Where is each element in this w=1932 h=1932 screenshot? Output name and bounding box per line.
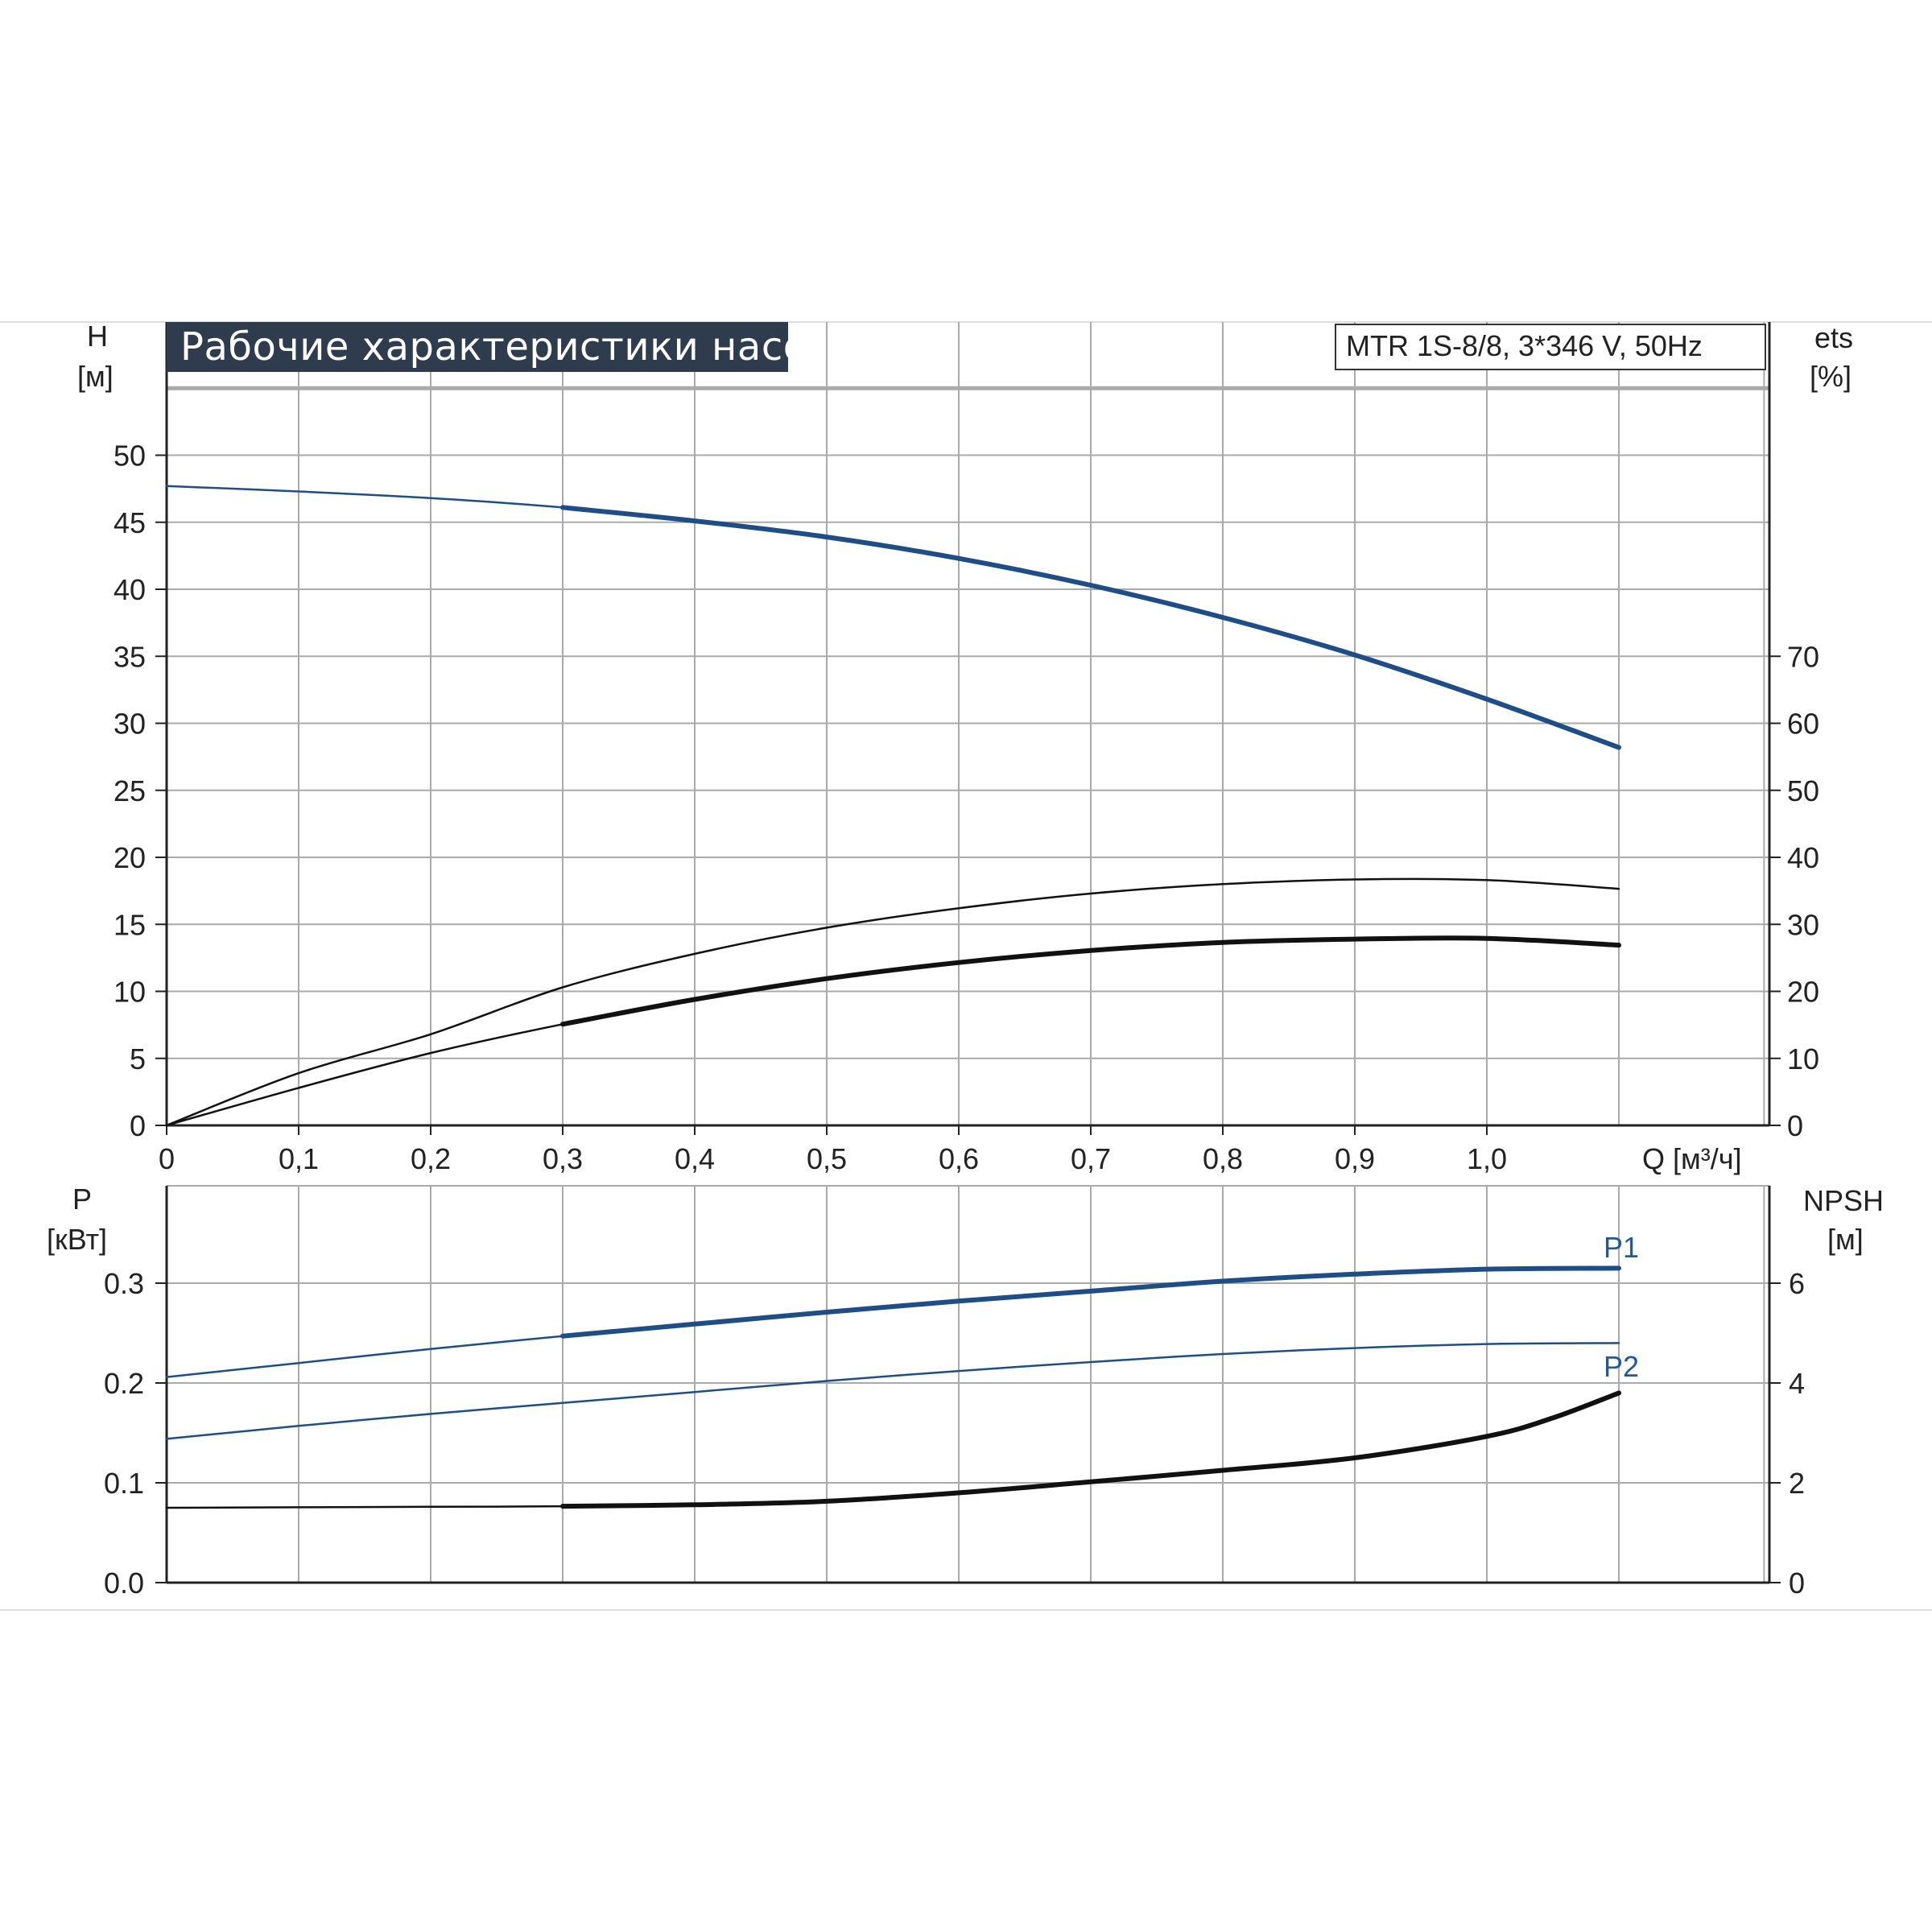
power-npsh-axes: 0.0 0.1 0.2 0.3 0 2 4 6: [104, 1186, 1805, 1600]
npsh-tick-label: 4: [1789, 1367, 1805, 1400]
power-tick-label: 0.1: [104, 1467, 144, 1500]
head-tick-label: 10: [114, 976, 146, 1009]
head-tick-label: 20: [114, 841, 146, 874]
npsh-tick-label: 2: [1789, 1467, 1805, 1500]
efficiency-tick-label: 0: [1787, 1109, 1803, 1142]
p2-series-label: P2: [1604, 1350, 1640, 1383]
head-tick-label: 5: [130, 1042, 146, 1075]
efficiency-curve-lower-thick-line: [560, 935, 1621, 1027]
head-efficiency-grid: [167, 322, 1769, 1125]
flow-tick-label: 0,3: [543, 1142, 583, 1175]
power-tick-label: 0.3: [104, 1267, 144, 1300]
npsh-curve-thick-line: [560, 1390, 1621, 1509]
npsh-axis-symbol: NPSH: [1803, 1184, 1885, 1217]
flow-axis-label: Q [м³/ч]: [1642, 1142, 1742, 1175]
flow-tick-label: 0,9: [1335, 1142, 1375, 1175]
head-tick-label: 0: [130, 1109, 146, 1142]
efficiency-tick-label: 30: [1787, 908, 1819, 941]
flow-tick-label: 0,5: [807, 1142, 847, 1175]
flow-tick-label: 0,8: [1203, 1142, 1243, 1175]
power-axis-symbol: P: [72, 1183, 93, 1216]
efficiency-curve-upper-thin-line: [165, 877, 1620, 1127]
efficiency-axis-symbol: ets: [1814, 321, 1854, 354]
head-tick-label: 50: [114, 440, 146, 473]
efficiency-tick-label: 20: [1787, 976, 1819, 1009]
head-tick-label: 45: [114, 506, 146, 539]
head-tick-label: 30: [114, 708, 146, 741]
flow-tick-label: 0,2: [411, 1142, 451, 1175]
p1-series-label: P1: [1604, 1231, 1640, 1264]
p1-power-curve-thick-line: [560, 1265, 1621, 1339]
head-curve-thin-line: [165, 485, 1620, 749]
flow-tick-label: 0,6: [939, 1142, 979, 1175]
npsh-tick-label: 6: [1789, 1267, 1805, 1300]
npsh-tick-label: 0: [1789, 1567, 1805, 1600]
efficiency-tick-label: 70: [1787, 640, 1819, 673]
efficiency-tick-label: 40: [1787, 841, 1819, 874]
head-axis-unit: [м]: [77, 360, 114, 393]
npsh-axis-unit: [м]: [1827, 1223, 1864, 1256]
power-npsh-series: [165, 1265, 1621, 1509]
head-curve-thick-line: [560, 505, 1621, 750]
power-tick-label: 0.0: [104, 1567, 144, 1600]
chart-title: Рабочие характеристики насоса: [180, 324, 853, 369]
efficiency-tick-label: 60: [1787, 708, 1819, 741]
head-tick-label: 35: [114, 640, 146, 673]
efficiency-tick-label: 10: [1787, 1042, 1819, 1075]
p1-power-curve-thin-line: [165, 1267, 1620, 1378]
model-label-box: [1335, 324, 1766, 370]
head-efficiency-series: [165, 485, 1621, 1127]
head-tick-label: 15: [114, 908, 146, 941]
flow-tick-label: 1,0: [1467, 1142, 1507, 1175]
head-efficiency-axes: 0 5 10 15 20 25 30 35 40 45 50 0 10 20 30 40 50 60 70 0 0,1 0…: [114, 322, 1819, 1175]
flow-tick-label: 0,7: [1071, 1142, 1111, 1175]
model-label: MTR 1S-8/8, 3*346 V, 50Hz: [1346, 329, 1703, 362]
power-npsh-grid: [167, 1185, 1769, 1583]
p2-power-curve-thin-line: [165, 1342, 1620, 1440]
efficiency-axis-unit: [%]: [1810, 360, 1852, 393]
flow-tick-label: 0,1: [279, 1142, 319, 1175]
head-tick-label: 25: [114, 774, 146, 807]
head-axis-symbol: H: [87, 320, 108, 353]
efficiency-tick-label: 50: [1787, 774, 1819, 807]
efficiency-curve-lower-thin-line: [165, 936, 1620, 1127]
flow-tick-label: 0: [159, 1142, 175, 1175]
flow-tick-label: 0,4: [675, 1142, 715, 1175]
power-axis-unit: [кВт]: [47, 1223, 108, 1256]
head-tick-label: 40: [114, 573, 146, 606]
power-tick-label: 0.2: [104, 1367, 144, 1400]
title-background: [167, 322, 788, 372]
